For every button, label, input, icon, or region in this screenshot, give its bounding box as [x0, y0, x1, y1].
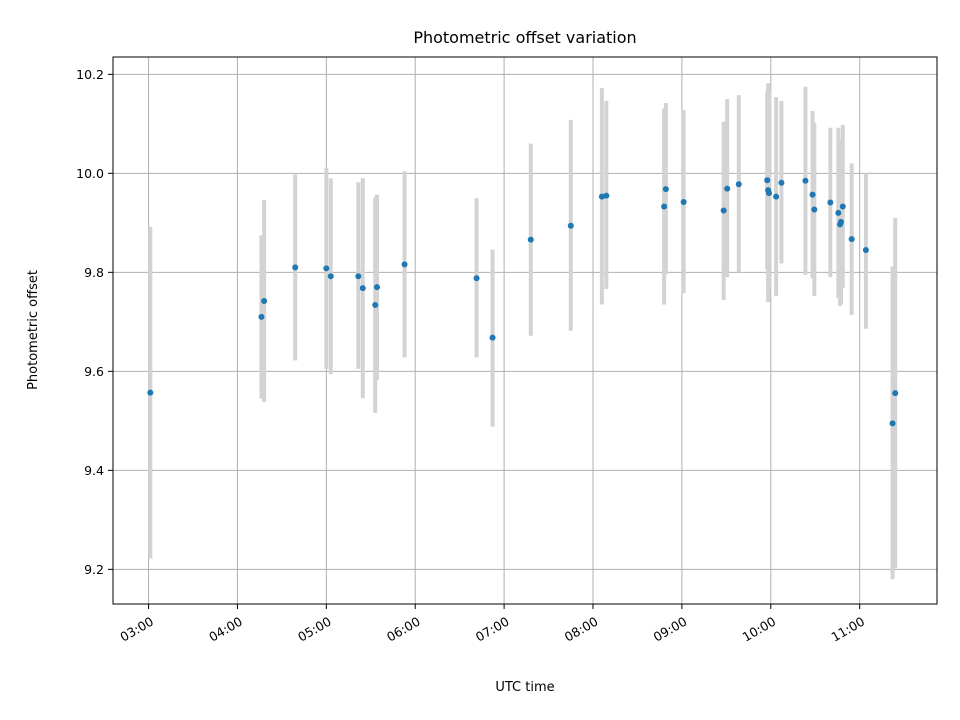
data-point: [401, 261, 408, 268]
data-point: [292, 264, 299, 271]
data-point: [327, 273, 334, 280]
y-tick-label: 9.6: [84, 364, 104, 379]
y-tick-label: 10.2: [76, 67, 104, 82]
y-tick-label: 9.2: [84, 562, 104, 577]
data-point: [889, 420, 896, 427]
data-point: [724, 185, 731, 192]
data-point: [372, 302, 379, 309]
data-point: [258, 313, 265, 320]
data-point: [735, 181, 742, 188]
data-point: [527, 236, 534, 243]
data-point: [680, 199, 687, 206]
data-point: [778, 179, 785, 186]
grid: [113, 57, 937, 604]
data-point: [811, 206, 818, 213]
data-point: [147, 389, 154, 396]
y-tick-label: 9.8: [84, 265, 104, 280]
data-point: [355, 273, 362, 280]
data-point: [661, 203, 668, 210]
data-point: [764, 177, 771, 184]
data-point: [261, 298, 268, 305]
data-point: [838, 218, 844, 225]
data-point: [827, 199, 834, 206]
data-point: [662, 186, 669, 193]
data-point: [359, 285, 366, 292]
data-point: [374, 284, 380, 291]
data-point: [720, 207, 727, 214]
data-point: [862, 247, 869, 254]
data-point: [603, 192, 610, 199]
y-tick-label: 9.4: [84, 463, 104, 478]
y-axis: 9.2 9.4 9.6 9.8 10.0 10.2: [76, 67, 113, 577]
data-point: [773, 193, 780, 200]
chart-title: Photometric offset variation: [413, 28, 636, 47]
data-point: [809, 191, 816, 198]
data-point: [848, 236, 855, 243]
data-point: [835, 209, 842, 216]
data-point: [892, 390, 899, 397]
data-point: [839, 203, 846, 210]
data-point: [567, 222, 574, 229]
x-axis-label: UTC time: [495, 680, 554, 695]
data-point: [323, 265, 330, 272]
data-point: [802, 177, 809, 184]
data-point: [473, 275, 480, 282]
data-points: [147, 177, 899, 427]
plot-frame: [112, 56, 938, 605]
y-tick-label: 10.0: [76, 166, 104, 181]
y-axis-label: Photometric offset: [26, 270, 41, 390]
data-point: [766, 190, 772, 197]
data-point: [489, 334, 496, 341]
